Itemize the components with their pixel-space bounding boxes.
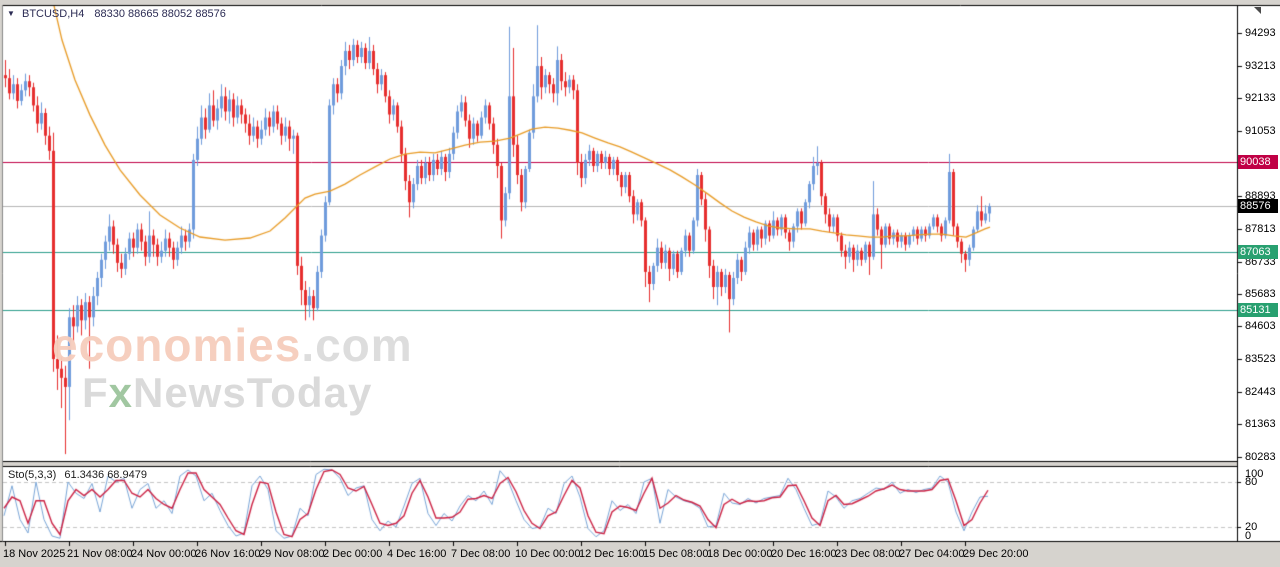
watermark-brand-text: economies bbox=[52, 319, 302, 371]
watermark-brand: economies.com bbox=[52, 322, 413, 368]
watermark-x-glyph: x bbox=[108, 369, 134, 416]
symbol-timeframe: BTCUSD,H4 bbox=[21, 8, 85, 20]
watermark-line2: FxNewsToday bbox=[82, 369, 373, 416]
indicator-values: 61.3436 68.9479 bbox=[64, 469, 147, 481]
watermark-brand-suffix: .com bbox=[301, 319, 413, 371]
chart-title: ▼ BTCUSD,H4 88330 88665 88052 88576 bbox=[7, 8, 226, 20]
stochastic-label: Sto(5,3,3) 61.3436 68.9479 bbox=[8, 469, 147, 481]
watermark: economies.com FxNewsToday bbox=[52, 322, 413, 414]
symbol-dropdown-icon[interactable]: ▼ bbox=[7, 9, 15, 18]
ohlc-readout: 88330 88665 88052 88576 bbox=[94, 8, 226, 20]
chart-shift-icon[interactable] bbox=[1254, 7, 1261, 14]
indicator-name: Sto(5,3,3) bbox=[8, 469, 57, 481]
